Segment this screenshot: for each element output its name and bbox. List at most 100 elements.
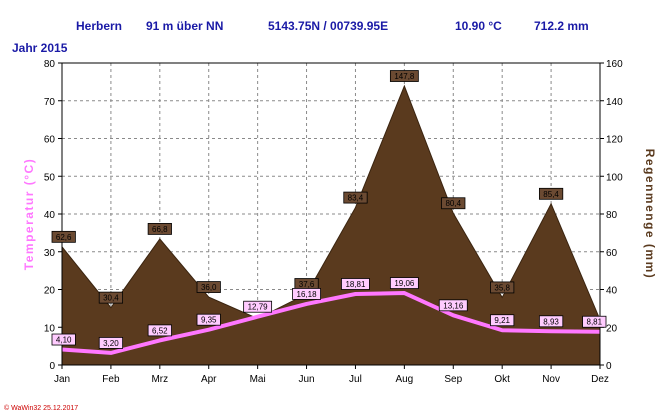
right-axis-tick-label: 160 [606,59,623,70]
precipitation-label-box [98,291,124,304]
temperature-label-text: 8,81 [587,318,603,327]
temperature-label: 8,93 [538,315,564,328]
precipitation-label: 83,4 [343,191,368,204]
right-axis-tick-label: 100 [606,172,623,183]
precipitation-label-text: 30,4 [103,294,119,303]
precipitation-label-text: 83,4 [348,194,364,203]
temperature-label-box [582,315,607,328]
temperature-label-box [196,313,221,326]
precipitation-label-box [343,191,368,204]
temperature-label-box [438,299,468,312]
temperature-labels: 4,10 3,20 6,52 9,35 12,79 16,18 18,81 19,06 13,1… [51,277,607,349]
left-axis-tick-label: 40 [44,210,56,221]
temperature-label-text: 18,81 [345,280,366,289]
temperature-label: 18,81 [341,278,370,290]
temperature-label-text: 12,79 [248,303,269,312]
precipitation-label: 85,4 [538,187,564,200]
temperature-label-text: 6,52 [152,326,168,335]
x-axis-tick-label: Jul [349,374,362,385]
temperature-label: 19,06 [389,277,419,289]
left-axis-tick-label: 10 [44,323,56,334]
temperature-label-box [51,333,76,346]
precipitation-label: 36,0 [196,281,221,293]
precipitation-label: 66,8 [147,223,172,235]
temperature-line [61,291,601,355]
x-axis-tick-label: Mai [250,374,266,385]
precipitation-labels: 62,6 30,4 66,8 36,0 37,6 83,4 147,8 80,4 35,8 85,… [51,70,564,304]
chart-header: Herbern 91 m über NN 5143.75N / 00739.95… [12,19,589,55]
precipitation-label: 147,8 [389,70,419,82]
temperature-label: 16,18 [292,288,321,300]
x-axis-tick-label: Aug [395,374,413,385]
precipitation-label-text: 36,0 [201,283,217,292]
plot-area: 0 10 20 30 40 50 60 70 80 0 20 40 60 80 100 120 140 160 Ja… [22,59,657,385]
chart-year: Jahr 2015 [12,41,68,55]
precipitation-label-text: 80,4 [445,199,461,208]
temperature-label-text: 4,10 [56,336,72,345]
temperature-label: 9,21 [490,314,515,327]
temperature-label: 8,81 [582,315,607,328]
station-name: Herbern [76,19,122,33]
temperature-label-box [490,314,515,327]
precipitation-label-box [51,230,76,243]
temperature-label: 13,16 [438,299,468,312]
temperature-label-box [389,277,419,289]
station-coordinates: 5143.75N / 00739.95E [268,19,388,33]
station-elevation: 91 m über NN [146,19,223,33]
temperature-label-text: 9,21 [494,316,510,325]
left-axis-tick-label: 60 [44,135,56,146]
precipitation-label-text: 66,8 [152,225,168,234]
x-axis: Jan Feb Mrz Apr Mai Jun Jul Aug Sep Okt Nov Dez [54,365,609,385]
precipitation-label: 37,6 [294,278,319,290]
temperature-label: 12,79 [243,300,273,313]
left-axis-title: Temperatur (°C) [22,158,36,270]
temperature-label: 4,10 [51,333,76,346]
temperature-label: 9,35 [196,313,221,326]
precipitation-label: 80,4 [441,197,466,210]
temperature-label: 3,20 [98,337,124,349]
x-axis-tick-label: Sep [444,374,462,385]
x-axis-tick-label: Okt [494,374,510,385]
precipitation-label-text: 147,8 [394,72,415,81]
x-axis-tick-label: Feb [102,374,120,385]
precipitation-label-box [196,281,221,293]
right-axis-tick-label: 0 [606,361,612,372]
precipitation-label-box [147,223,172,235]
right-axis-tick-label: 80 [606,210,618,221]
left-axis-tick-label: 30 [44,248,56,259]
temperature-label-box [292,288,321,300]
precipitation-label: 35,8 [490,281,515,294]
precipitation-label-text: 62,6 [56,233,72,242]
left-axis-tick-label: 70 [44,97,56,108]
annual-precipitation: 712.2 mm [534,19,589,33]
temperature-label-box [98,337,124,349]
x-axis-tick-label: Mrz [151,374,168,385]
precipitation-label-box [490,281,515,294]
right-axis-tick-label: 40 [606,286,618,297]
x-axis-tick-label: Nov [542,374,560,385]
right-axis-tick-label: 140 [606,97,623,108]
precipitation-label-text: 35,8 [494,283,510,292]
temperature-label-box [538,315,564,328]
temperature-label-text: 13,16 [443,301,464,310]
left-axis: 0 10 20 30 40 50 60 70 80 [44,59,62,372]
temperature-label-text: 19,06 [394,279,415,288]
x-axis-tick-label: Dez [591,374,609,385]
annual-mean-temperature: 10.90 °C [455,19,502,33]
chart-footer: © WaWin32 25.12.2017 [4,404,78,412]
temperature-label-text: 8,93 [543,317,559,326]
precipitation-label-box [538,187,564,200]
left-axis-tick-label: 0 [49,361,55,372]
precipitation-label-box [441,197,466,210]
precipitation-label-text: 37,6 [299,280,315,289]
right-axis-tick-label: 60 [606,248,618,259]
right-axis: 0 20 40 60 80 100 120 140 160 [600,59,623,372]
temperature-label-box [341,278,370,290]
precipitation-label: 30,4 [98,291,124,304]
x-axis-tick-label: Jun [298,374,314,385]
precipitation-label-text: 85,4 [543,190,559,199]
left-axis-tick-label: 80 [44,59,56,70]
temperature-label: 6,52 [147,324,172,337]
right-axis-title: Regenmenge (mm) [643,149,657,280]
